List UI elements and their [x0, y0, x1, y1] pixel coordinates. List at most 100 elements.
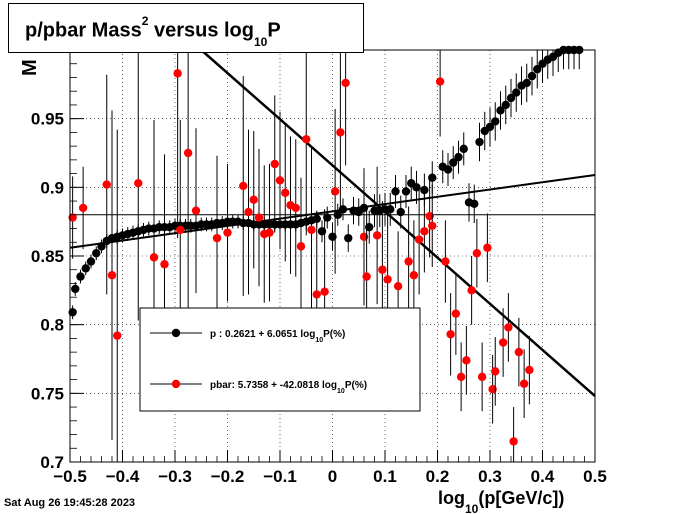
- proton-point: [454, 152, 463, 162]
- pbar-point: [113, 331, 122, 340]
- proton-point: [338, 205, 348, 214]
- proton-point: [81, 264, 90, 273]
- proton-point: [333, 210, 342, 219]
- legend-box: [139, 307, 421, 412]
- pbar-point: [239, 181, 248, 191]
- legend-label: pbar: 5.7358 + -42.0818 log10P(%): [210, 380, 367, 395]
- pbar-point: [320, 287, 329, 296]
- pbar-point: [341, 78, 350, 88]
- title-sup: 2: [141, 14, 149, 28]
- title-mid: versus log: [148, 19, 254, 42]
- proton-point: [475, 137, 484, 147]
- svg-text:log10(p[GeV/c]): log10(p[GeV/c]): [438, 488, 564, 514]
- pbar-point: [525, 365, 534, 375]
- x-tick-label: −0.1: [263, 467, 297, 486]
- title-sub: 10: [254, 34, 268, 49]
- proton-point: [365, 222, 374, 232]
- proton-point: [449, 158, 458, 167]
- pbar-point: [491, 367, 500, 376]
- proton-point: [396, 207, 405, 217]
- pbar-point: [212, 233, 222, 243]
- pbar-point: [302, 135, 311, 144]
- proton-point: [527, 71, 537, 81]
- x-tick-label: −0.4: [106, 467, 140, 486]
- pbar-point: [477, 372, 487, 382]
- legend-label-sub: 10: [315, 337, 323, 344]
- proton-point: [76, 272, 85, 281]
- pbar-point: [336, 128, 345, 137]
- pbar-point: [383, 275, 392, 284]
- pbar-point: [420, 227, 429, 236]
- x-tick-label: 0.2: [426, 467, 450, 486]
- proton-point: [533, 65, 542, 74]
- title-main: p/pbar Mass: [25, 19, 142, 42]
- proton-point: [401, 187, 411, 196]
- y-tick-label: 0.9: [40, 178, 64, 197]
- legend-label-pre: pbar: 5.7358 + -42.0818 log: [210, 380, 337, 391]
- pbar-point: [176, 225, 185, 235]
- pbar-point: [378, 265, 387, 274]
- legend-label-pre: p : 0.2621 + 6.0651 log: [210, 329, 315, 340]
- pbar-point: [441, 257, 450, 266]
- pbar-point: [270, 159, 279, 169]
- title-end: P: [267, 19, 281, 42]
- proton-fit-line: [69, 173, 596, 249]
- pbar-point: [456, 372, 466, 382]
- proton-point: [68, 308, 77, 317]
- x-tick-label: 0.4: [531, 467, 555, 486]
- proton-point: [512, 88, 521, 97]
- x-tick-label: −0.3: [158, 467, 192, 486]
- proton-point: [485, 122, 495, 132]
- pbar-point: [281, 188, 290, 198]
- proton-point: [459, 144, 468, 154]
- x-tick-label: −0.2: [211, 467, 245, 486]
- pbar-point: [78, 203, 88, 213]
- pbar-point: [330, 187, 340, 196]
- pbar-point: [488, 385, 497, 394]
- pbar-point: [183, 148, 193, 158]
- pbar-point: [451, 309, 461, 318]
- x-tick-label: 0: [328, 467, 337, 486]
- x-tick-label: 0.1: [373, 467, 397, 486]
- x-tick-label: −0.5: [53, 467, 87, 486]
- y-tick-label: 0.7: [40, 453, 64, 472]
- pbar-point: [134, 179, 143, 188]
- proton-series: [68, 45, 584, 320]
- pbar-point: [265, 228, 274, 237]
- proton-point: [71, 284, 80, 294]
- pbar-point: [249, 195, 258, 204]
- proton-point: [323, 213, 332, 222]
- pbar-point: [514, 347, 524, 357]
- pbar-point: [359, 232, 369, 241]
- x-axis-label: log10(p[GeV/c]): [438, 488, 564, 514]
- proton-point: [470, 199, 479, 209]
- pbar-point: [307, 225, 316, 235]
- proton-point: [386, 205, 395, 214]
- pbar-series: [68, 50, 534, 462]
- pbar-point: [504, 323, 513, 332]
- proton-point: [491, 117, 500, 126]
- pbar-point: [102, 180, 111, 189]
- pbar-point: [425, 211, 434, 221]
- proton-point: [86, 257, 96, 266]
- pbar-point: [296, 242, 306, 251]
- timestamp: Sat Aug 26 19:45:28 2023: [4, 497, 136, 509]
- y-axis-label: M: [19, 59, 41, 76]
- pbar-point: [312, 290, 321, 299]
- pbar-point: [409, 271, 419, 280]
- pbar-point: [291, 203, 300, 213]
- pbar-point: [191, 206, 201, 215]
- proton-point: [443, 165, 453, 174]
- proton-point: [92, 249, 101, 258]
- x-tick-label: 0.5: [583, 467, 607, 486]
- pbar-point: [467, 286, 476, 295]
- legend-label: p : 0.2621 + 6.0651 log10P(%): [210, 329, 345, 344]
- proton-point: [428, 173, 437, 182]
- pbar-point: [160, 260, 169, 269]
- pbar-point: [519, 379, 529, 388]
- pbar-point: [173, 69, 182, 78]
- pbar-point: [414, 235, 424, 244]
- legend: p : 0.2621 + 6.0651 log10P(%) pbar: 5.735…: [139, 307, 421, 412]
- chart-title: p/pbar Mass2 versus log10P: [25, 14, 281, 49]
